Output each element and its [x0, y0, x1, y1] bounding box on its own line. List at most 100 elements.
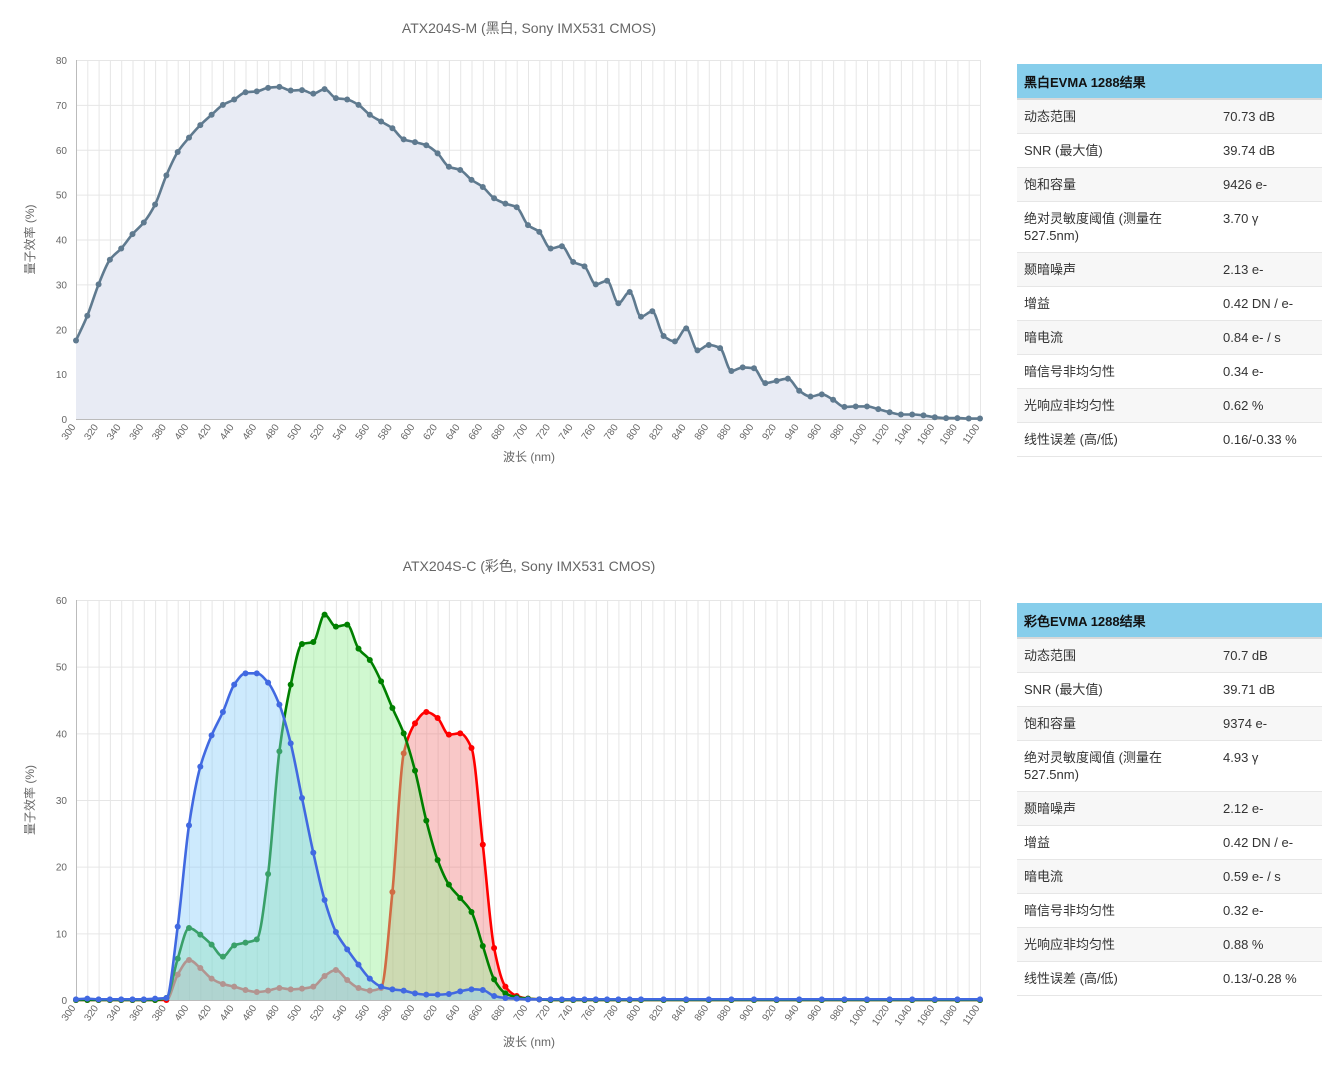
data-point: [389, 705, 396, 711]
data-point: [909, 996, 916, 1003]
y-tick-label: 10: [56, 929, 68, 940]
y-tick-label: 40: [56, 729, 68, 740]
data-point: [807, 393, 814, 400]
row-label: 暗信号非均匀性: [1017, 893, 1216, 928]
series-area: [76, 86, 980, 420]
table-row: 绝对灵敏度阈值 (测量在527.5nm) 4.93 γ: [1017, 740, 1322, 792]
data-point: [434, 150, 441, 157]
table-row: 暗信号非均匀性 0.32 e-: [1017, 893, 1322, 928]
data-point: [140, 219, 147, 226]
table-row: 绝对灵敏度阈值 (测量在527.5nm) 3.70 γ: [1017, 201, 1322, 253]
data-point: [931, 414, 938, 421]
data-point: [73, 337, 79, 344]
data-point: [140, 996, 147, 1003]
x-tick-label: 740: [557, 1003, 576, 1023]
data-point: [864, 403, 870, 410]
data-point: [84, 312, 91, 319]
data-point: [299, 795, 305, 801]
data-point: [491, 993, 498, 999]
row-value: 0.13/-0.28 %: [1216, 961, 1322, 996]
data-point: [265, 987, 272, 994]
x-tick-label: 920: [760, 422, 779, 442]
x-tick-label: 780: [602, 422, 621, 442]
table-row: 暗电流 0.84 e- / s: [1017, 320, 1322, 355]
data-point: [219, 953, 226, 960]
data-point: [852, 403, 859, 410]
data-point: [479, 943, 486, 949]
table-row: 光响应非均匀性 0.88 %: [1017, 927, 1322, 962]
mono-x-axis-title: 波长 (nm): [503, 450, 555, 464]
row-value: 3.70 γ: [1216, 201, 1322, 253]
row-label: SNR (最大值): [1017, 133, 1216, 168]
data-point: [502, 200, 509, 207]
y-tick-label: 30: [56, 796, 68, 807]
data-point: [479, 841, 486, 848]
data-point: [502, 983, 509, 990]
data-point: [332, 967, 339, 973]
data-point: [344, 96, 351, 103]
data-point: [445, 163, 452, 170]
data-point: [186, 134, 192, 141]
x-tick-label: 960: [806, 422, 825, 442]
row-label: 增益: [1017, 825, 1216, 860]
data-point: [197, 763, 204, 770]
data-point: [773, 996, 780, 1003]
table-row: SNR (最大值) 39.74 dB: [1017, 133, 1322, 168]
x-tick-label: 960: [806, 1003, 825, 1023]
x-tick-label: 840: [670, 422, 689, 442]
data-point: [186, 822, 192, 829]
data-point: [299, 87, 305, 94]
x-tick-label: 320: [82, 1003, 101, 1023]
data-point: [751, 996, 757, 1003]
data-point: [253, 88, 260, 95]
data-point: [728, 367, 735, 374]
data-point: [152, 995, 159, 1002]
data-point: [445, 731, 452, 738]
x-tick-label: 1060: [915, 1003, 937, 1028]
x-tick-label: 420: [195, 422, 214, 442]
color-y-axis-title: 量子效率 (%): [22, 765, 37, 835]
data-point: [95, 281, 102, 288]
table-row: 动态范围 70.7 dB: [1017, 638, 1322, 673]
data-point: [977, 996, 983, 1003]
data-point: [366, 987, 373, 994]
data-point: [434, 857, 441, 863]
data-point: [389, 889, 396, 895]
data-point: [152, 201, 159, 208]
data-point: [186, 957, 192, 963]
data-point: [186, 925, 192, 931]
data-point: [796, 387, 803, 394]
data-point: [265, 871, 272, 877]
color-qe-chart: ATX204S-C (彩色, Sony IMX531 CMOS)01020304…: [22, 558, 983, 1049]
data-point: [739, 364, 746, 371]
x-tick-label: 860: [693, 422, 712, 442]
row-value: 70.73 dB: [1216, 99, 1322, 134]
data-point: [570, 996, 577, 1003]
data-point: [355, 645, 362, 652]
table-row: 饱和容量 9374 e-: [1017, 706, 1322, 741]
data-point: [660, 996, 667, 1003]
x-tick-label: 380: [150, 422, 169, 442]
x-tick-label: 680: [489, 422, 508, 442]
data-point: [231, 681, 238, 688]
x-tick-label: 520: [308, 422, 327, 442]
data-point: [253, 936, 260, 943]
data-point: [321, 611, 328, 618]
row-value: 39.74 dB: [1216, 133, 1322, 168]
table-row: 增益 0.42 DN / e-: [1017, 286, 1322, 321]
row-label: 动态范围: [1017, 638, 1216, 673]
data-point: [751, 365, 757, 372]
data-point: [965, 415, 972, 422]
data-point: [457, 895, 464, 901]
color-series-2: [73, 670, 983, 1003]
x-tick-label: 700: [512, 422, 531, 442]
row-label: 暗电流: [1017, 320, 1216, 355]
data-point: [174, 971, 181, 978]
mono-chart-title: ATX204S-M (黑白, Sony IMX531 CMOS): [402, 20, 656, 36]
data-point: [830, 396, 837, 403]
data-point: [423, 142, 430, 149]
data-point: [468, 745, 475, 751]
data-point: [547, 996, 554, 1003]
data-point: [412, 720, 418, 727]
series-area: [76, 673, 980, 1000]
